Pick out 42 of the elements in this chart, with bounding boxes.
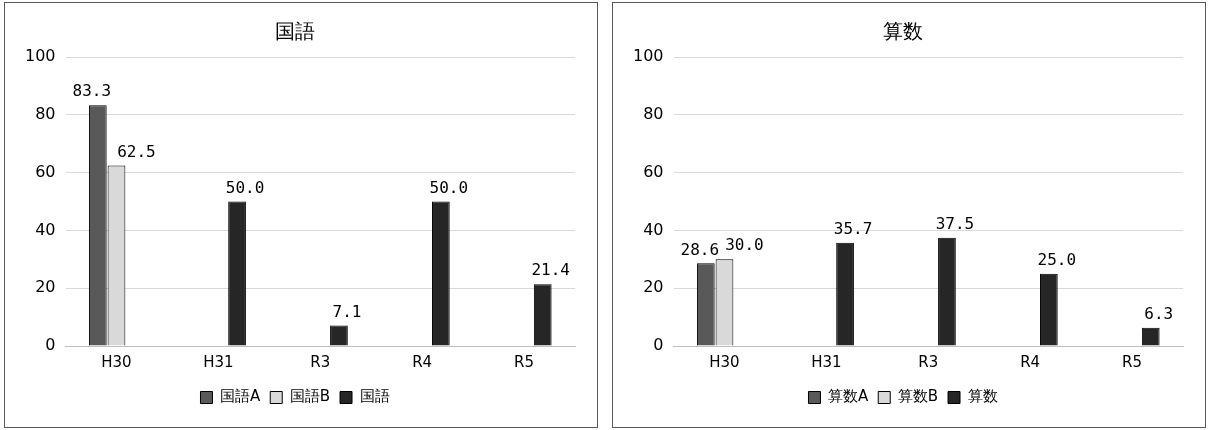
x-tick-label: H31 <box>811 352 842 371</box>
legend-label: 国語B <box>289 387 331 406</box>
legend-label: 算数B <box>897 387 939 406</box>
y-tick-label: 20 <box>35 277 56 297</box>
legend-label: 算数 <box>967 387 998 406</box>
y-tick-label: 80 <box>35 103 56 123</box>
chart-title: 国語 <box>275 19 315 44</box>
y-tick-label: 0 <box>45 335 56 355</box>
data-label: 50.0 <box>429 177 469 197</box>
data-label: 83.3 <box>72 81 112 101</box>
y-tick-label: 100 <box>24 46 56 66</box>
data-label: 37.5 <box>935 213 975 233</box>
data-label: 28.6 <box>680 239 720 259</box>
y-tick-label: 100 <box>632 46 664 66</box>
chart-title: 算数 <box>883 19 923 44</box>
y-tick-label: 40 <box>643 219 664 239</box>
y-tick-label: 60 <box>35 161 56 181</box>
y-tick-label: 60 <box>643 161 664 181</box>
legend-label: 算数A <box>827 387 869 406</box>
data-label: 21.4 <box>531 260 570 280</box>
x-tick-label: R4 <box>1020 352 1041 371</box>
data-label: 62.5 <box>117 141 156 161</box>
y-tick-label: 20 <box>643 277 664 297</box>
data-label: 7.1 <box>332 301 362 321</box>
x-tick-label: R5 <box>514 352 535 371</box>
x-tick-label: H31 <box>203 352 234 371</box>
data-label: 30.0 <box>725 235 764 255</box>
data-label: 6.3 <box>1144 303 1174 323</box>
x-tick-label: H30 <box>101 352 132 371</box>
x-tick-label: R3 <box>310 352 331 371</box>
data-label: 35.7 <box>833 218 873 238</box>
x-tick-label: H30 <box>709 352 740 371</box>
y-tick-label: 0 <box>653 335 664 355</box>
y-tick-label: 80 <box>643 103 664 123</box>
data-label: 50.0 <box>225 177 265 197</box>
legend-label: 国語A <box>219 387 261 406</box>
x-tick-label: R3 <box>918 352 939 371</box>
x-tick-label: R5 <box>1122 352 1143 371</box>
x-tick-label: R4 <box>412 352 433 371</box>
data-label: 25.0 <box>1037 249 1077 269</box>
y-tick-label: 40 <box>35 219 56 239</box>
legend-label: 国語 <box>359 387 390 406</box>
